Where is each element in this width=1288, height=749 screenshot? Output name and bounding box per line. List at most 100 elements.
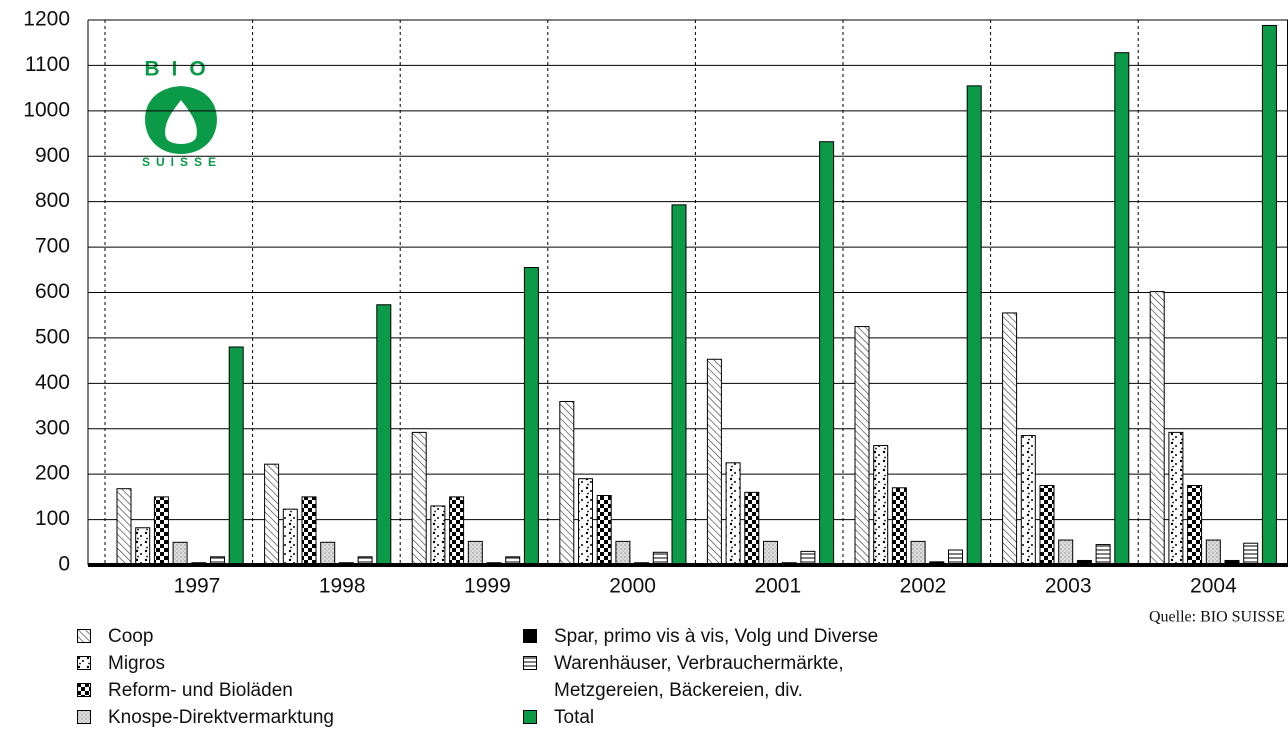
y-tick-label: 300 xyxy=(35,416,70,439)
bar xyxy=(153,496,169,566)
bar xyxy=(430,505,446,566)
bar xyxy=(320,541,336,566)
bar xyxy=(800,550,816,566)
bar xyxy=(873,445,889,566)
legend-swatch xyxy=(523,656,537,670)
legend-item: Migros xyxy=(77,650,334,677)
y-tick-label: 0 xyxy=(58,553,70,576)
legend-item: Knospe-Direktvermarktung xyxy=(77,704,334,731)
legend-swatch xyxy=(523,629,537,643)
swatch-fill xyxy=(77,710,91,724)
legend-swatch xyxy=(77,710,91,724)
y-tick-label: 600 xyxy=(35,280,70,303)
y-tick-label: 800 xyxy=(35,189,70,212)
bar xyxy=(116,488,132,566)
logo-top: BIO xyxy=(144,58,217,81)
legend-item: Spar, primo vis à vis, Volg und Diverse xyxy=(523,623,954,650)
bar xyxy=(1095,544,1111,566)
legend-label: Migros xyxy=(108,653,166,674)
bar xyxy=(763,540,778,566)
swatch-fill xyxy=(523,710,537,724)
bar xyxy=(523,267,539,566)
bar xyxy=(948,549,963,566)
legend-swatch xyxy=(77,629,91,643)
logo-mark xyxy=(145,86,217,154)
bar xyxy=(135,527,151,566)
bar xyxy=(1114,52,1130,566)
bar xyxy=(282,508,298,566)
legend-swatch xyxy=(523,710,537,724)
legend-label: Knospe-Direktvermarktung xyxy=(108,707,334,728)
bar xyxy=(559,401,575,566)
bar xyxy=(467,540,483,566)
bar xyxy=(301,496,317,566)
bar xyxy=(891,487,907,566)
legend: Spar, primo vis à vis, Volg und Diverse W… xyxy=(523,623,954,731)
swatch-fill xyxy=(77,629,91,643)
bar xyxy=(910,540,926,566)
bar xyxy=(228,346,244,566)
x-tick-label: 2002 xyxy=(900,575,947,598)
legend-label: Reform- und Bioläden xyxy=(108,680,293,701)
bar xyxy=(1205,539,1221,566)
bar xyxy=(1039,485,1055,566)
bar xyxy=(1243,542,1259,566)
legend-label: Coop xyxy=(108,626,154,647)
bar xyxy=(819,141,835,566)
logo: BIO SUISSE xyxy=(142,58,222,169)
x-tick-label: 2000 xyxy=(609,575,656,598)
x-tick-label: 2001 xyxy=(754,575,801,598)
swatch-fill xyxy=(523,629,537,643)
bar xyxy=(1149,291,1165,566)
y-tick-label: 1100 xyxy=(25,53,70,76)
x-tick-label: 1997 xyxy=(174,575,221,598)
x-tick-label: 2004 xyxy=(1190,575,1237,598)
y-tick-label: 200 xyxy=(35,462,70,485)
x-tick-label: 2003 xyxy=(1045,575,1092,598)
bar xyxy=(1058,539,1074,566)
x-tick-label: 1998 xyxy=(319,575,366,598)
legend: Coop Migros Reform- und Bioläden Knospe-Dir… xyxy=(77,623,334,731)
x-tick-label: 1999 xyxy=(464,575,511,598)
swatch-fill xyxy=(77,683,91,697)
swatch-fill xyxy=(77,656,91,670)
bar xyxy=(1002,312,1018,566)
bar xyxy=(966,85,982,566)
y-tick-label: 1000 xyxy=(23,98,70,121)
bar xyxy=(706,358,722,566)
bar xyxy=(411,431,427,566)
legend-item: Reform- und Bioläden xyxy=(77,677,334,704)
bar xyxy=(376,304,392,566)
bar xyxy=(264,463,280,566)
y-tick-label: 1200 xyxy=(23,8,70,31)
swatch-fill xyxy=(523,656,537,670)
legend-label: Spar, primo vis à vis, Volg und Diverse xyxy=(554,626,879,647)
source: Quelle: BIO SUISSE xyxy=(1149,609,1285,626)
bar xyxy=(1020,435,1036,566)
legend-item: Coop xyxy=(77,623,334,650)
bar xyxy=(744,491,760,566)
bar xyxy=(449,496,465,566)
bar xyxy=(671,204,687,566)
bar xyxy=(1187,485,1203,566)
legend-label: Warenhäuser, Verbrauchermärkte, Metzgere… xyxy=(554,653,844,701)
legend-item: Total xyxy=(523,704,954,731)
legend-swatch xyxy=(77,656,91,670)
bar xyxy=(1261,24,1277,566)
bar xyxy=(854,326,870,566)
bar xyxy=(1168,431,1184,566)
bar xyxy=(596,495,612,566)
legend-item: Warenhäuser, Verbrauchermärkte, Metzgere… xyxy=(523,650,954,704)
legend-label: Total xyxy=(554,707,595,728)
bar xyxy=(725,462,741,566)
logo-bottom: SUISSE xyxy=(142,155,222,169)
bar xyxy=(172,541,188,566)
bar xyxy=(615,540,631,566)
y-tick-label: 500 xyxy=(35,325,70,348)
y-tick-label: 400 xyxy=(35,371,70,394)
y-tick-label: 900 xyxy=(35,144,70,167)
y-tick-label: 100 xyxy=(35,507,70,530)
bar xyxy=(578,478,593,566)
